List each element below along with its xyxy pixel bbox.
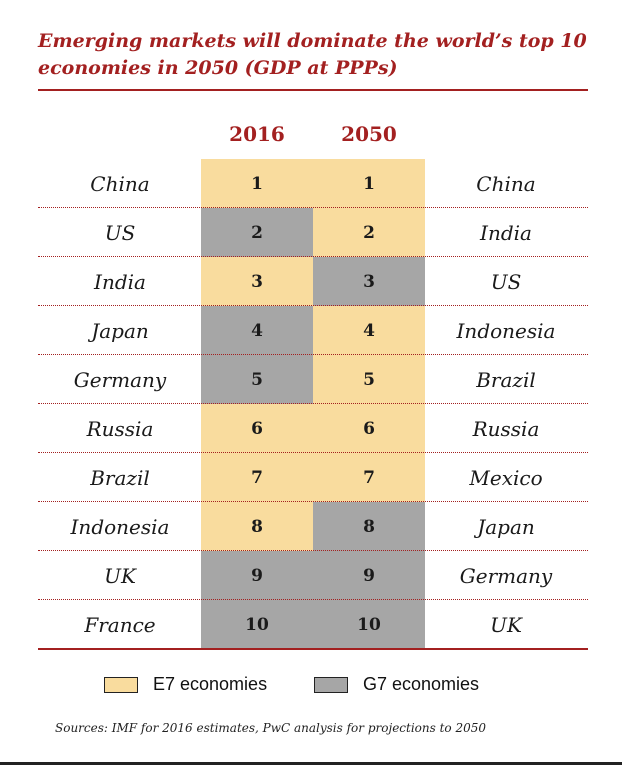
rank-cell-2050: 6 bbox=[313, 404, 425, 453]
country-2050: Japan bbox=[477, 514, 535, 539]
rank-cell-2016: 6 bbox=[201, 404, 313, 453]
country-2050: Indonesia bbox=[456, 318, 556, 343]
country-2016: Russia bbox=[86, 416, 154, 441]
country-2050: India bbox=[480, 220, 532, 245]
row-separator bbox=[38, 599, 588, 600]
frame-bottom-border bbox=[0, 762, 622, 765]
row-separator bbox=[38, 256, 588, 257]
country-2016: Japan bbox=[91, 318, 149, 343]
country-2016: China bbox=[90, 171, 150, 196]
legend-swatch-g7 bbox=[314, 677, 348, 693]
country-2050: UK bbox=[490, 612, 522, 637]
country-2016: France bbox=[84, 612, 156, 637]
rank-cell-2050: 7 bbox=[313, 453, 425, 502]
row-separator bbox=[38, 550, 588, 551]
country-2050: Germany bbox=[459, 563, 553, 588]
legend-label-g7: G7 economies bbox=[363, 674, 480, 694]
rank-cell-2050: 2 bbox=[313, 208, 425, 257]
rank-cell-2016: 7 bbox=[201, 453, 313, 502]
country-2016: Brazil bbox=[90, 465, 150, 490]
legend-swatch-e7 bbox=[104, 677, 138, 693]
row-separator bbox=[38, 501, 588, 502]
title-divider bbox=[38, 89, 588, 91]
column-header-2016: 2016 bbox=[229, 122, 285, 146]
rank-cell-2016: 10 bbox=[201, 600, 313, 649]
chart-title: Emerging markets will dominate the world… bbox=[38, 30, 587, 79]
country-2050: China bbox=[476, 171, 536, 196]
row-separator bbox=[38, 452, 588, 453]
country-2016: UK bbox=[104, 563, 136, 588]
rank-cell-2016: 2 bbox=[201, 208, 313, 257]
rank-cell-2016: 9 bbox=[201, 551, 313, 600]
rank-cell-2050: 10 bbox=[313, 600, 425, 649]
rank-cell-2050: 8 bbox=[313, 502, 425, 551]
rank-cell-2050: 1 bbox=[313, 159, 425, 208]
column-header-2050: 2050 bbox=[341, 122, 397, 146]
source-note: Sources: IMF for 2016 estimates, PwC ana… bbox=[55, 721, 487, 735]
row-separator bbox=[38, 403, 588, 404]
country-2050: Brazil bbox=[476, 367, 536, 392]
legend-label-e7: E7 economies bbox=[153, 674, 268, 694]
rank-cell-2016: 8 bbox=[201, 502, 313, 551]
rank-cell-2050: 3 bbox=[313, 257, 425, 306]
table-bottom-divider bbox=[38, 648, 588, 650]
country-2050: US bbox=[490, 269, 522, 294]
rank-cell-2016: 4 bbox=[201, 306, 313, 355]
country-2016: India bbox=[94, 269, 146, 294]
country-2016: US bbox=[104, 220, 136, 245]
rank-cell-2016: 3 bbox=[201, 257, 313, 306]
country-2016: Germany bbox=[73, 367, 167, 392]
rank-cell-2050: 9 bbox=[313, 551, 425, 600]
country-2050: Mexico bbox=[469, 465, 543, 490]
country-2016: Indonesia bbox=[70, 514, 170, 539]
rank-cell-2050: 5 bbox=[313, 355, 425, 404]
rank-cell-2016: 1 bbox=[201, 159, 313, 208]
row-separator bbox=[38, 354, 588, 355]
row-separator bbox=[38, 305, 588, 306]
rank-cell-2016: 5 bbox=[201, 355, 313, 404]
row-separator bbox=[38, 207, 588, 208]
rank-cell-2050: 4 bbox=[313, 306, 425, 355]
country-2050: Russia bbox=[472, 416, 540, 441]
